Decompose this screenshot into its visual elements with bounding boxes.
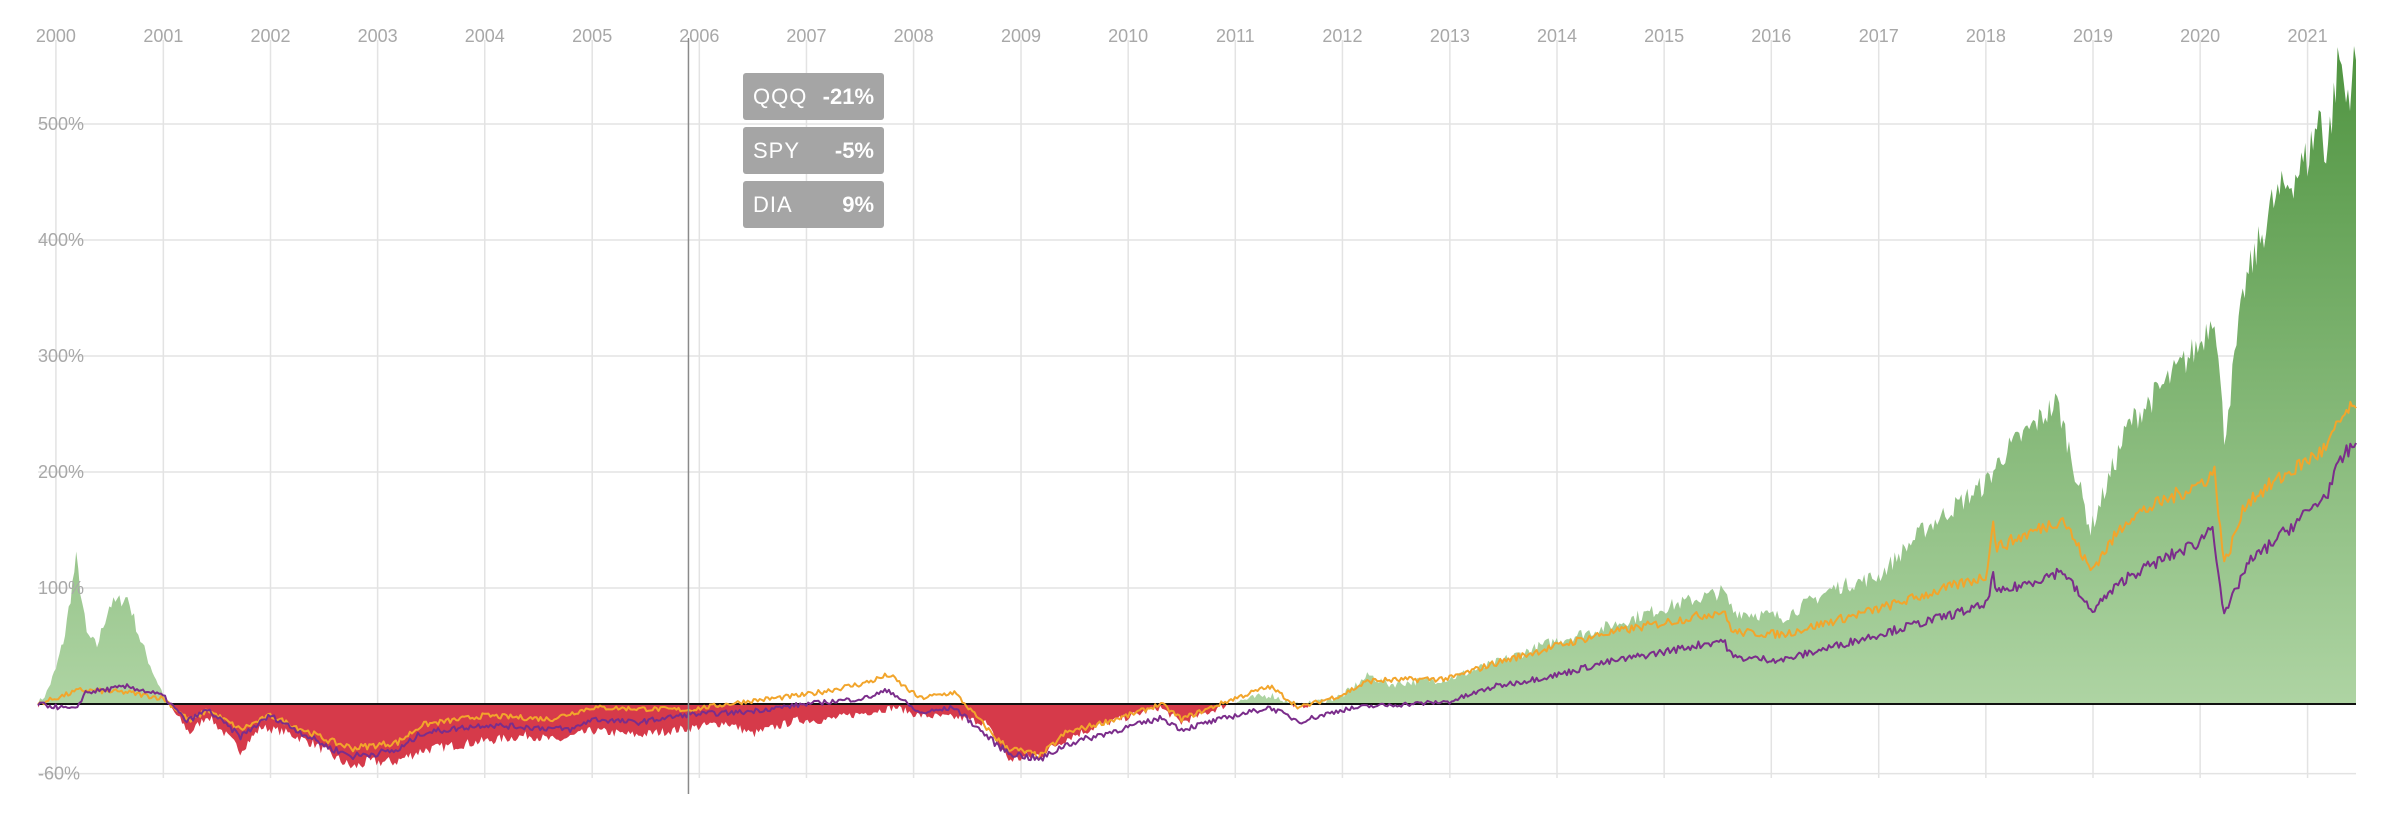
x-tick-label-2009: 2009 (1001, 26, 1041, 46)
y-tick-label-500: 500% (38, 114, 84, 134)
x-tick-label-2003: 2003 (358, 26, 398, 46)
y-tick-label--60: -60% (38, 764, 80, 784)
tooltip-ticker: SPY (753, 137, 801, 163)
x-tick-label-2005: 2005 (572, 26, 612, 46)
x-tick-label-2001: 2001 (143, 26, 183, 46)
x-tick-label-2018: 2018 (1966, 26, 2006, 46)
x-tick-label-2004: 2004 (465, 26, 505, 46)
axis-labels: 2000 2001 2002 2003 2004 2005 2006 2007 2008 2009… (36, 26, 2328, 784)
y-tick-label-200: 200% (38, 462, 84, 482)
x-tick-label-2014: 2014 (1537, 26, 1577, 46)
y-tick-label-300: 300% (38, 346, 84, 366)
y-tick-label-100: 100% (38, 578, 84, 598)
series-line-spy (37, 400, 2357, 760)
x-tick-label-2019: 2019 (2073, 26, 2113, 46)
x-tick-label-2006: 2006 (679, 26, 719, 46)
x-tick-label-2020: 2020 (2180, 26, 2220, 46)
x-tick-label-2021: 2021 (2288, 26, 2328, 46)
x-tick-label-2002: 2002 (250, 26, 290, 46)
x-tick-label-2016: 2016 (1751, 26, 1791, 46)
tooltip-row-spy: SPY -5% (743, 127, 884, 174)
qqq-area (38, 46, 2356, 769)
tooltip-ticker: DIA (753, 191, 793, 217)
x-tick-label-2008: 2008 (894, 26, 934, 46)
series-line-dia (37, 442, 2357, 762)
gridlines (38, 40, 2356, 778)
x-tick-label-2017: 2017 (1859, 26, 1899, 46)
y-tick-label-400: 400% (38, 230, 84, 250)
x-tick-label-2007: 2007 (786, 26, 826, 46)
series-lines (37, 400, 2357, 762)
tooltip-row-qqq: QQQ -21% (743, 73, 884, 120)
tooltip-value: 9% (842, 191, 874, 217)
x-tick-label-2010: 2010 (1108, 26, 1148, 46)
x-tick-label-2000: 2000 (36, 26, 76, 46)
x-tick-label-2011: 2011 (1216, 26, 1255, 46)
qqq-area-positive (38, 46, 2356, 704)
tooltip-value: -5% (834, 137, 874, 163)
tooltip-ticker: QQQ (753, 83, 808, 109)
x-tick-label-2012: 2012 (1322, 26, 1362, 46)
tooltip-row-dia: DIA 9% (743, 181, 884, 228)
tooltip-value: -21% (822, 83, 874, 109)
x-tick-label-2013: 2013 (1430, 26, 1470, 46)
x-tick-label-2015: 2015 (1644, 26, 1684, 46)
